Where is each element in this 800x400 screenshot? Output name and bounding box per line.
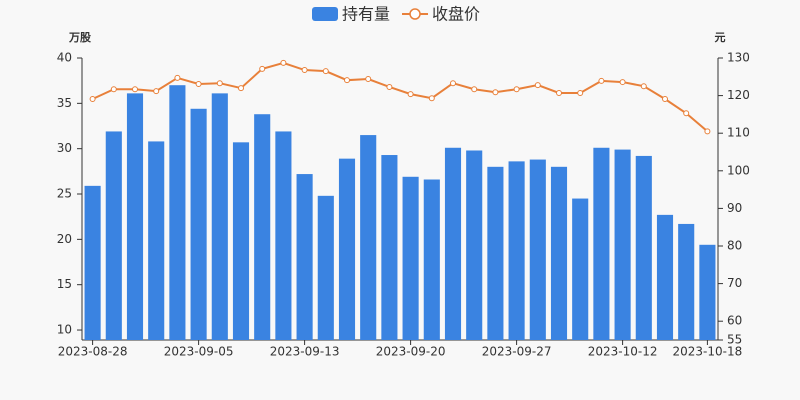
line-point: [195, 80, 202, 87]
bar: [169, 85, 186, 340]
line-point: [153, 88, 160, 95]
line-point: [640, 83, 647, 90]
line-point: [365, 76, 372, 83]
y2-tick-label: 80: [727, 239, 742, 253]
line-point: [534, 82, 541, 89]
line-point: [344, 77, 350, 84]
legend: 持有量 收盘价: [312, 5, 480, 24]
line-point: [216, 80, 223, 87]
line-point: [174, 74, 181, 81]
bar: [614, 149, 631, 340]
y-tick-label: 40: [57, 51, 72, 65]
y2-tick-label: 120: [727, 88, 750, 102]
line-point: [598, 77, 605, 84]
line-point: [280, 59, 287, 66]
line-point: [110, 86, 117, 93]
bar: [381, 155, 398, 340]
line-point: [407, 91, 414, 98]
legend-swatch: [409, 8, 421, 20]
bar: [423, 179, 440, 340]
bar: [275, 131, 292, 340]
y-tick-label: 10: [57, 323, 72, 337]
x-tick-label: 2023-09-27: [482, 345, 552, 359]
x-tick-label: 2023-08-28: [58, 345, 128, 359]
legend-label: 收盘价: [432, 5, 480, 24]
legend-label: 持有量: [342, 5, 390, 24]
x-tick-label: 2023-10-18: [673, 345, 743, 359]
line-point: [683, 110, 690, 117]
y2-tick-label: 70: [727, 276, 742, 290]
y2-tick-label: 100: [727, 163, 750, 177]
line-point: [492, 89, 499, 96]
y-tick-label: 35: [57, 96, 72, 110]
line-point: [132, 86, 138, 93]
bar: [656, 214, 674, 340]
y2-tick-label: 55: [727, 333, 742, 347]
bar: [699, 244, 716, 340]
bar: [211, 93, 228, 340]
bar: [444, 147, 462, 340]
line-point: [301, 67, 308, 74]
y-tick-label: 15: [57, 277, 72, 291]
line: [92, 61, 709, 133]
bar: [126, 93, 144, 340]
bar: [360, 135, 377, 340]
line-point: [577, 89, 584, 96]
y2-tick-label: 110: [727, 126, 750, 140]
y-unit: 万股: [68, 31, 92, 44]
bar: [550, 166, 568, 340]
x-tick-label: 2023-09-20: [376, 345, 446, 359]
y2-unit: 元: [715, 31, 726, 44]
bar: [338, 158, 356, 340]
y2-tick-label: 60: [727, 314, 742, 328]
line-point: [428, 95, 435, 102]
y-tick-label: 30: [57, 141, 72, 155]
bar: [190, 108, 207, 340]
bar: [529, 159, 546, 340]
bar: [296, 174, 313, 340]
line-point: [704, 128, 711, 135]
line-point: [556, 89, 562, 96]
line-point: [89, 95, 96, 102]
line-point: [322, 68, 329, 75]
bar: [635, 155, 652, 340]
bar: [148, 141, 165, 340]
bar: [678, 223, 695, 340]
bar: [487, 166, 504, 340]
line-point: [259, 65, 266, 72]
x-tick-label: 2023-09-13: [270, 345, 340, 359]
y-tick-label: 25: [57, 187, 72, 201]
bar: [317, 195, 334, 340]
line-point: [238, 85, 244, 92]
bar: [254, 114, 271, 340]
line-point: [386, 83, 393, 90]
y2-tick-label: 130: [727, 51, 750, 65]
line-point: [662, 95, 668, 102]
bar: [593, 147, 610, 340]
bar: [105, 131, 122, 340]
bar: [402, 176, 419, 340]
bar: [572, 198, 589, 340]
x-tick-label: 2023-10-12: [588, 345, 658, 359]
line-point: [471, 86, 478, 93]
bar: [508, 161, 525, 340]
bar: [232, 142, 250, 340]
y2-tick-label: 90: [727, 201, 742, 215]
bar: [84, 185, 101, 340]
line-point: [619, 79, 626, 86]
x-tick-label: 2023-09-05: [164, 345, 234, 359]
line-point: [513, 86, 520, 93]
legend-swatch: [312, 7, 338, 21]
bar: [466, 150, 483, 340]
y-tick-label: 20: [57, 232, 72, 246]
line-point: [450, 80, 456, 87]
